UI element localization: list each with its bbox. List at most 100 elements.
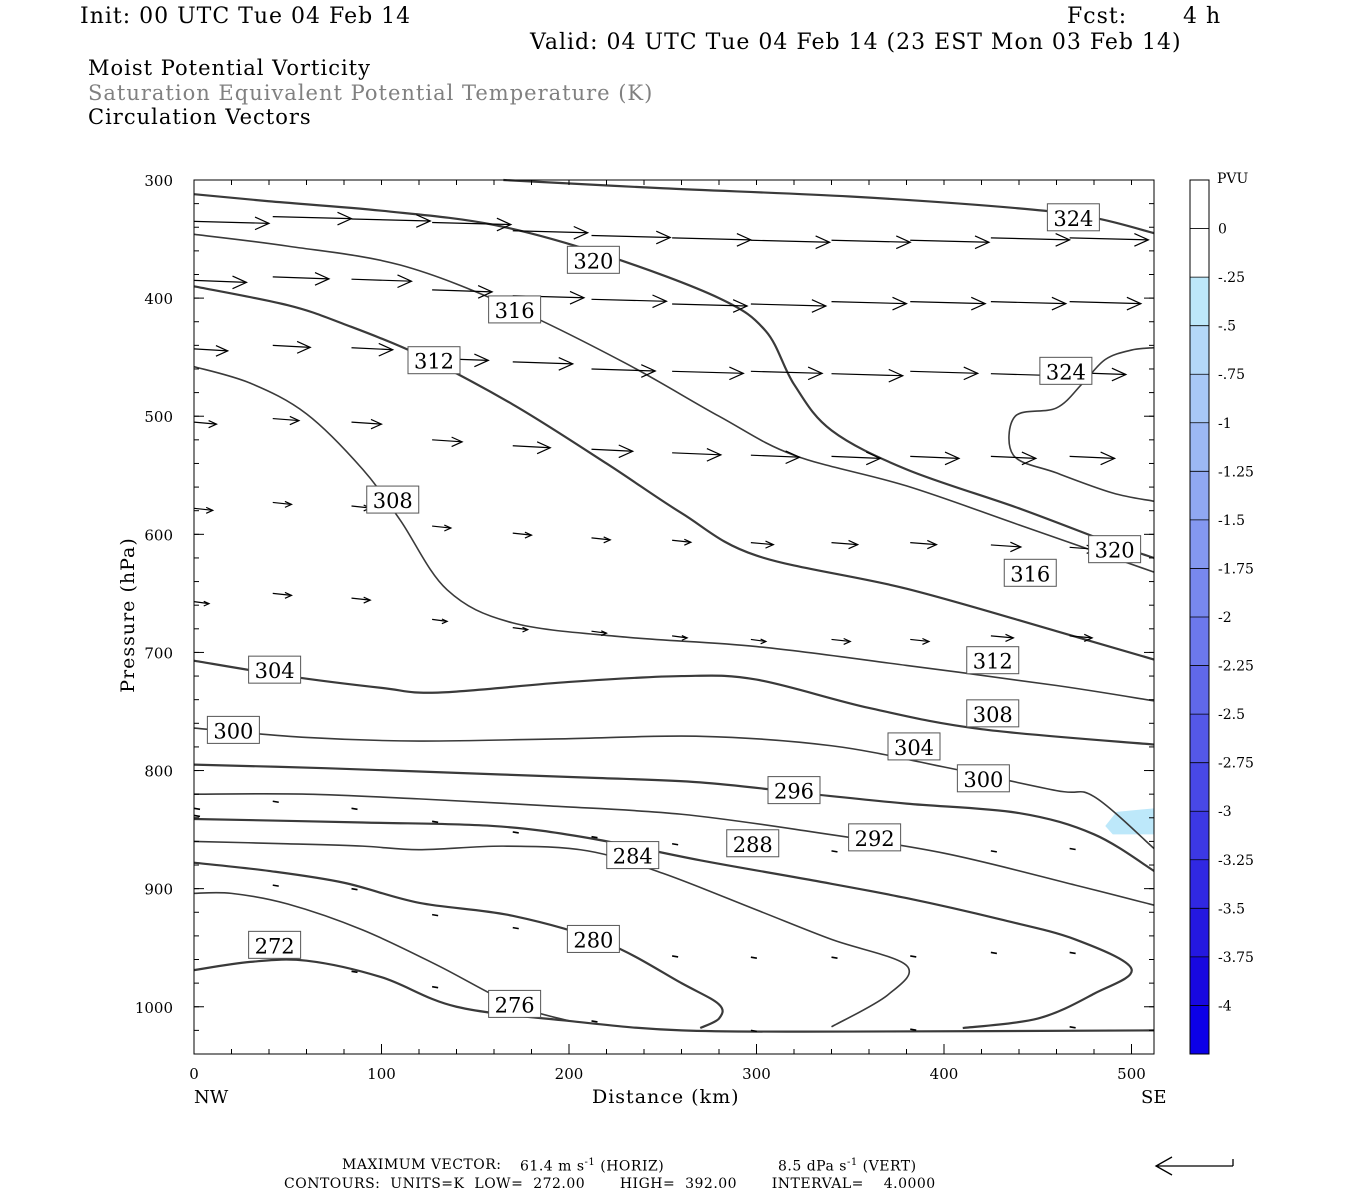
vector-head-5-6 <box>681 634 689 641</box>
colorbar-seg-1 <box>1190 228 1209 278</box>
colorbar-seg-16 <box>1190 956 1209 1006</box>
contour-label-316-1: 316 <box>1010 562 1050 586</box>
vector-5-8 <box>831 638 851 643</box>
init-time: Init: 00 UTC Tue 04 Feb 14 <box>80 4 412 29</box>
vector-2-0 <box>193 348 228 352</box>
contour-label-box-304-0 <box>248 655 302 684</box>
vector-small-23 <box>591 1020 598 1023</box>
vector-3-10 <box>990 455 1036 459</box>
vector-head-5-11 <box>1084 633 1094 642</box>
vector-2-1 <box>272 344 311 348</box>
title-mpv: Moist Potential Vorticity <box>88 56 371 80</box>
vector-2-6 <box>672 370 744 374</box>
vector-head-2-3 <box>474 353 490 368</box>
vector-head-3-2 <box>370 418 383 430</box>
contour-296 <box>193 763 1155 872</box>
reference-vector-arrow <box>1154 1156 1234 1176</box>
vector-small-18 <box>910 955 917 958</box>
vector-2-5 <box>591 368 656 372</box>
max-vector-horiz: 61.4 m s-1 (HORIZ) <box>520 1157 664 1175</box>
contour-324 <box>1008 346 1155 503</box>
vector-head-2-4 <box>558 357 575 371</box>
contour-label-280-0: 280 <box>573 928 613 952</box>
contour-label-box-324-1 <box>1039 356 1093 385</box>
vector-5-11 <box>1069 635 1093 639</box>
contour-320 <box>193 193 1155 559</box>
colorbar-seg-15 <box>1190 908 1209 958</box>
vector-0-1 <box>272 216 352 220</box>
contour-label-box-316-0 <box>488 295 542 324</box>
vector-small-10 <box>272 884 279 887</box>
vector-small-13 <box>512 926 519 930</box>
y-tick-label-400: 400 <box>144 290 173 308</box>
vector-head-1-2 <box>397 274 413 289</box>
vector-small-9 <box>1069 847 1076 851</box>
vector-head-0-1 <box>337 211 353 226</box>
colorbar-label-8: -2 <box>1218 610 1232 626</box>
vector-0-9 <box>910 239 990 243</box>
vector-2-2 <box>351 347 393 351</box>
vector-head-5-5 <box>601 630 608 637</box>
colorbar-seg-17 <box>1190 1005 1209 1055</box>
vector-1-11 <box>1069 301 1141 305</box>
vector-3-2 <box>351 421 382 425</box>
contour-label-300-0: 300 <box>213 719 253 743</box>
vector-4-0 <box>193 507 213 511</box>
contour-label-box-292-0 <box>848 823 902 852</box>
contour-label-box-316-1 <box>1003 558 1057 587</box>
colorbar-seg-3 <box>1190 325 1209 375</box>
contour-label-272-0: 272 <box>255 934 295 958</box>
contour-label-316-0: 316 <box>495 299 535 323</box>
vector-0-6 <box>672 237 751 241</box>
y-tick-label-1000: 1000 <box>135 999 173 1017</box>
vector-head-5-1 <box>284 591 293 599</box>
vector-5-5 <box>591 630 607 634</box>
contour-label-320-1: 320 <box>1095 539 1135 563</box>
vector-small-19 <box>990 951 998 955</box>
vector-head-3-6 <box>706 447 723 462</box>
vector-1-8 <box>831 301 907 305</box>
contour-label-320-0: 320 <box>573 249 613 273</box>
pv-shading-layer <box>1105 808 1154 835</box>
x-tick-label-400: 400 <box>930 1065 959 1083</box>
max-vector-vert: 8.5 dPa s-1 (VERT) <box>778 1157 917 1175</box>
vector-0-7 <box>750 239 830 243</box>
vector-0-0 <box>193 220 270 224</box>
contour-label-box-296-0 <box>767 776 821 805</box>
vector-small-21 <box>351 970 358 974</box>
vector-small-4 <box>512 831 519 834</box>
colorbar-seg-10 <box>1190 665 1209 715</box>
vector-2-8 <box>831 373 903 377</box>
y-tick-label-800: 800 <box>144 763 173 781</box>
vector-4-6 <box>672 539 691 543</box>
contour-label-box-280-0 <box>566 924 620 953</box>
contour-label-288-0: 288 <box>733 833 773 857</box>
vector-4-8 <box>831 541 858 546</box>
vector-1-9 <box>910 301 986 305</box>
max-vector-horiz-value: 61.4 m s <box>520 1158 585 1175</box>
vector-5-9 <box>910 638 930 643</box>
colorbar-seg-12 <box>1190 762 1209 812</box>
vector-head-1-10 <box>1051 296 1068 311</box>
contour-label-box-284-0 <box>606 841 660 870</box>
colorbar-label-10: -2.5 <box>1218 707 1245 723</box>
vector-head-0-11 <box>1134 233 1150 247</box>
contour-label-box-300-1 <box>956 764 1010 793</box>
contour-312 <box>193 285 1155 661</box>
vector-0-3 <box>432 221 511 226</box>
colorbar-seg-11 <box>1190 714 1209 764</box>
contour-label-284-0: 284 <box>613 845 653 869</box>
colorbar-label-5: -1.25 <box>1218 464 1254 480</box>
colorbar-label-11: -2.75 <box>1218 756 1254 772</box>
vector-0-2 <box>351 218 431 222</box>
vector-5-3 <box>432 618 448 622</box>
contour-292 <box>193 793 1155 906</box>
vector-4-10 <box>990 544 1021 548</box>
vector-head-0-2 <box>416 214 432 228</box>
vector-4-9 <box>910 541 937 546</box>
colorbar-label-12: -3 <box>1218 804 1232 820</box>
vector-head-0-8 <box>896 235 912 250</box>
vector-5-4 <box>512 627 528 631</box>
contour-280 <box>193 861 724 1030</box>
